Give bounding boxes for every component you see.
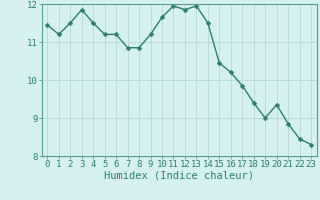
- X-axis label: Humidex (Indice chaleur): Humidex (Indice chaleur): [104, 171, 254, 181]
